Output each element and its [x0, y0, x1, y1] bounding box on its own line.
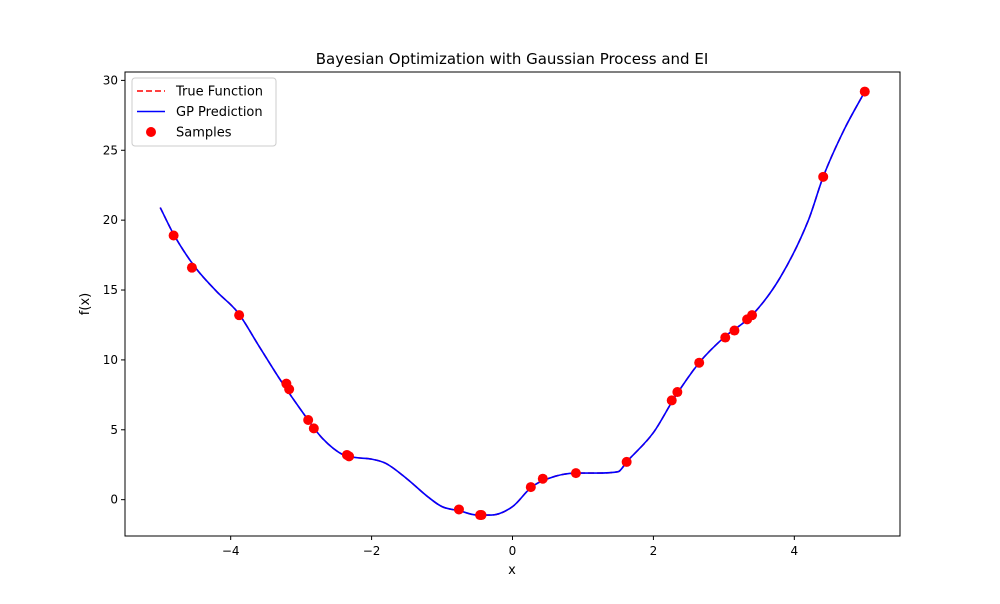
plot-series-group [159, 86, 870, 521]
sample-point [694, 357, 705, 368]
x-axis: −4 −2 0 2 4 [222, 536, 798, 558]
sample-point [570, 468, 581, 479]
sample-point [666, 395, 677, 406]
plot-content [159, 86, 870, 521]
sample-point [621, 456, 632, 467]
legend-box [131, 77, 277, 147]
legend-swatch-marker [146, 127, 156, 137]
legend-label: True Function [175, 85, 263, 100]
x-tick-label: 0 [509, 544, 517, 558]
y-axis-label: f(x) [78, 293, 93, 315]
sample-point [308, 423, 319, 434]
legend-label: GP Prediction [176, 105, 263, 120]
sample-point [453, 504, 464, 515]
x-tick-label: 4 [790, 544, 798, 558]
y-tick-label: 20 [103, 213, 118, 227]
sample-point [720, 332, 731, 343]
sample-point [818, 171, 829, 182]
x-tick-label: −4 [222, 544, 240, 558]
x-axis-label: x [508, 563, 516, 578]
y-tick-label: 0 [110, 493, 118, 507]
legend-label: Samples [176, 126, 232, 141]
sample-point [344, 451, 355, 462]
y-tick-label: 5 [110, 423, 118, 437]
sample-point [168, 230, 179, 241]
x-tick-label: 2 [650, 544, 658, 558]
sample-point [525, 482, 536, 493]
sample-point [284, 384, 295, 395]
y-tick-label: 15 [103, 283, 118, 297]
sample-point [859, 86, 870, 97]
sample-point [476, 510, 487, 521]
y-axis: 0 5 10 15 20 25 30 [103, 73, 125, 507]
x-tick-label: −2 [363, 544, 381, 558]
y-tick-label: 10 [103, 353, 118, 367]
sample-point [747, 310, 758, 321]
y-tick-label: 25 [103, 143, 118, 157]
y-tick-label: 30 [103, 73, 118, 87]
sample-point [234, 310, 245, 321]
sample-point [186, 262, 197, 273]
sample-point [537, 473, 548, 484]
sample-point [729, 325, 740, 336]
sample-point [303, 415, 314, 425]
sample-point [672, 387, 683, 398]
legend: True Function GP Prediction Samples [131, 77, 277, 147]
chart-title: Bayesian Optimization with Gaussian Proc… [316, 50, 709, 68]
